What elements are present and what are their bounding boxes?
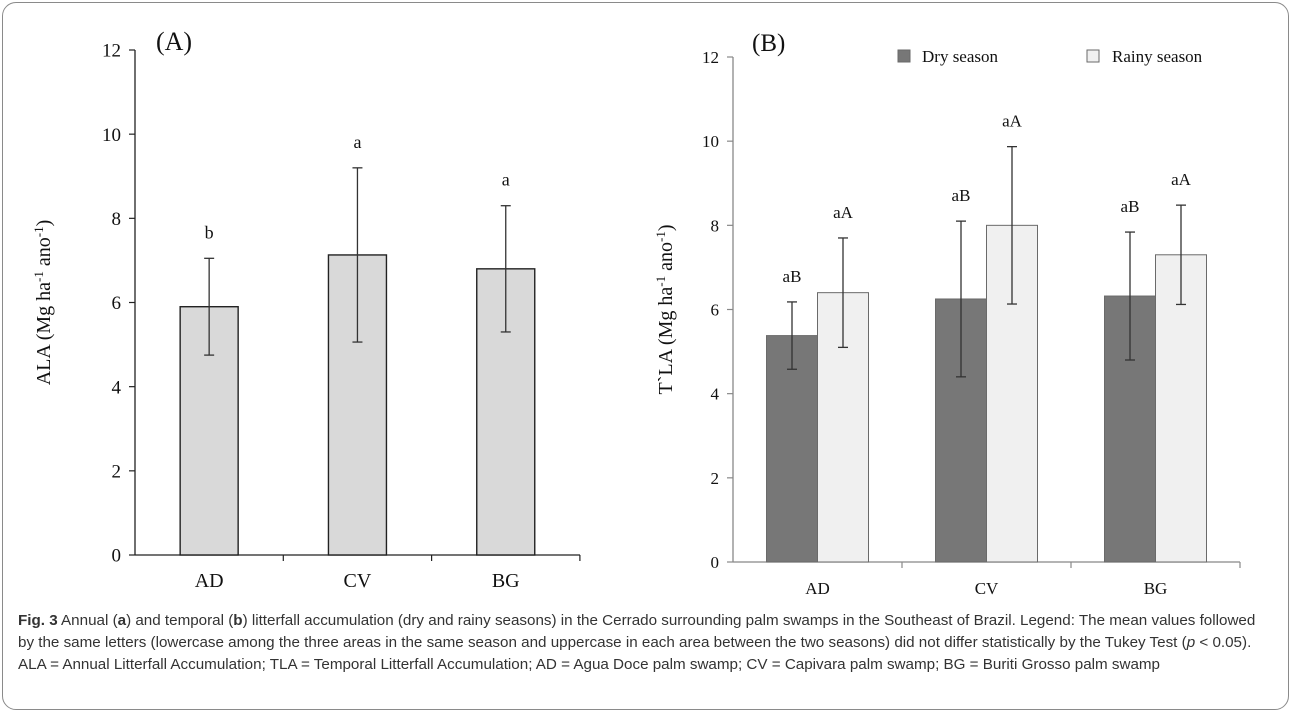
chart1-significance-label: a xyxy=(502,170,510,190)
chart2-significance-label: aA xyxy=(1171,170,1192,189)
chart2-y-tick-label: 10 xyxy=(702,132,719,151)
chart2-legend-swatch xyxy=(897,49,911,63)
chart2-significance-label: aA xyxy=(833,203,854,222)
caption-text-4: < 0.05). ALA = Annual Litterfall Accumul… xyxy=(18,634,1252,673)
chart2-y-axis-title-part: ) xyxy=(655,224,677,231)
chart2-y-tick-label: 0 xyxy=(711,553,720,572)
chart1-y-tick-label: 6 xyxy=(112,293,122,314)
chart1-y-tick-label: 2 xyxy=(112,461,122,482)
chart2-y-axis-title-part: -1 xyxy=(653,231,668,242)
caption-text-2: ) and temporal ( xyxy=(126,612,234,629)
caption-panel-a: a xyxy=(117,612,127,629)
chart2-bar xyxy=(766,335,818,563)
chart2-legend-label: Rainy season xyxy=(1112,47,1203,66)
chart1-y-tick-label: 10 xyxy=(102,125,121,146)
chart1-y-axis-title: ALA (Mg ha-1 ano-1) xyxy=(31,220,56,386)
chart2-y-tick-label: 6 xyxy=(711,300,720,319)
chart2-legend-swatch xyxy=(1086,49,1100,63)
chart1-y-axis-title-part: -1 xyxy=(31,271,46,282)
chart2-y-tick-label: 2 xyxy=(711,469,720,488)
chart2-significance-label: aB xyxy=(952,186,971,205)
chart2-significance-label: aB xyxy=(1121,197,1140,216)
chart1-y-axis-title-part: -1 xyxy=(31,226,46,237)
chart1-y-tick-label: 8 xyxy=(112,209,122,230)
chart2-y-tick-label: 8 xyxy=(711,216,720,235)
chart1-y-axis-title-part: ano xyxy=(33,237,55,271)
chart1-x-category-label: AD xyxy=(195,570,224,592)
chart1-x-category-label: BG xyxy=(492,570,520,592)
chart2-y-axis-title-part: -1 xyxy=(653,276,668,287)
chart2-y-axis-title-part: T`LA (Mg ha xyxy=(655,287,677,395)
chart2-panel-label: (B) xyxy=(752,30,785,57)
chart1-y-axis-title-part: ALA (Mg ha xyxy=(33,282,55,385)
chart1-significance-label: a xyxy=(353,132,361,152)
caption-p: p xyxy=(1186,634,1196,651)
chart1-significance-label: b xyxy=(205,222,214,242)
chart1-y-axis-title-part: ) xyxy=(33,220,55,227)
chart2-significance-label: aA xyxy=(1002,112,1023,131)
chart2-y-axis-title: T`LA (Mg ha-1 ano-1) xyxy=(653,224,678,394)
caption-label: Fig. 3 xyxy=(18,612,58,629)
chart1-x-category-label: CV xyxy=(344,570,372,592)
figure-caption: Fig. 3 Annual (a) and temporal (b) litte… xyxy=(18,610,1273,676)
caption-text-1: Annual ( xyxy=(57,612,118,629)
chart2-bar xyxy=(1155,254,1207,563)
chart2-y-tick-label: 4 xyxy=(711,385,720,404)
chart2-x-category-label: CV xyxy=(975,579,999,598)
chart2-y-axis-title-part: ano xyxy=(655,242,677,276)
chart2-x-category-label: BG xyxy=(1144,579,1168,598)
chart1-panel-label: (A) xyxy=(156,27,192,56)
chart1-y-tick-label: 12 xyxy=(102,41,121,62)
chart1-y-tick-label: 0 xyxy=(112,546,122,567)
chart2-y-tick-label: 12 xyxy=(702,48,719,67)
chart2-legend-label: Dry season xyxy=(922,47,999,66)
chart2-significance-label: aB xyxy=(783,267,802,286)
caption-panel-b: b xyxy=(233,612,243,629)
chart1-y-tick-label: 4 xyxy=(112,377,122,398)
chart2-x-category-label: AD xyxy=(805,579,830,598)
caption-text-3: ) litterfall accumulation (dry and rainy… xyxy=(18,612,1256,651)
